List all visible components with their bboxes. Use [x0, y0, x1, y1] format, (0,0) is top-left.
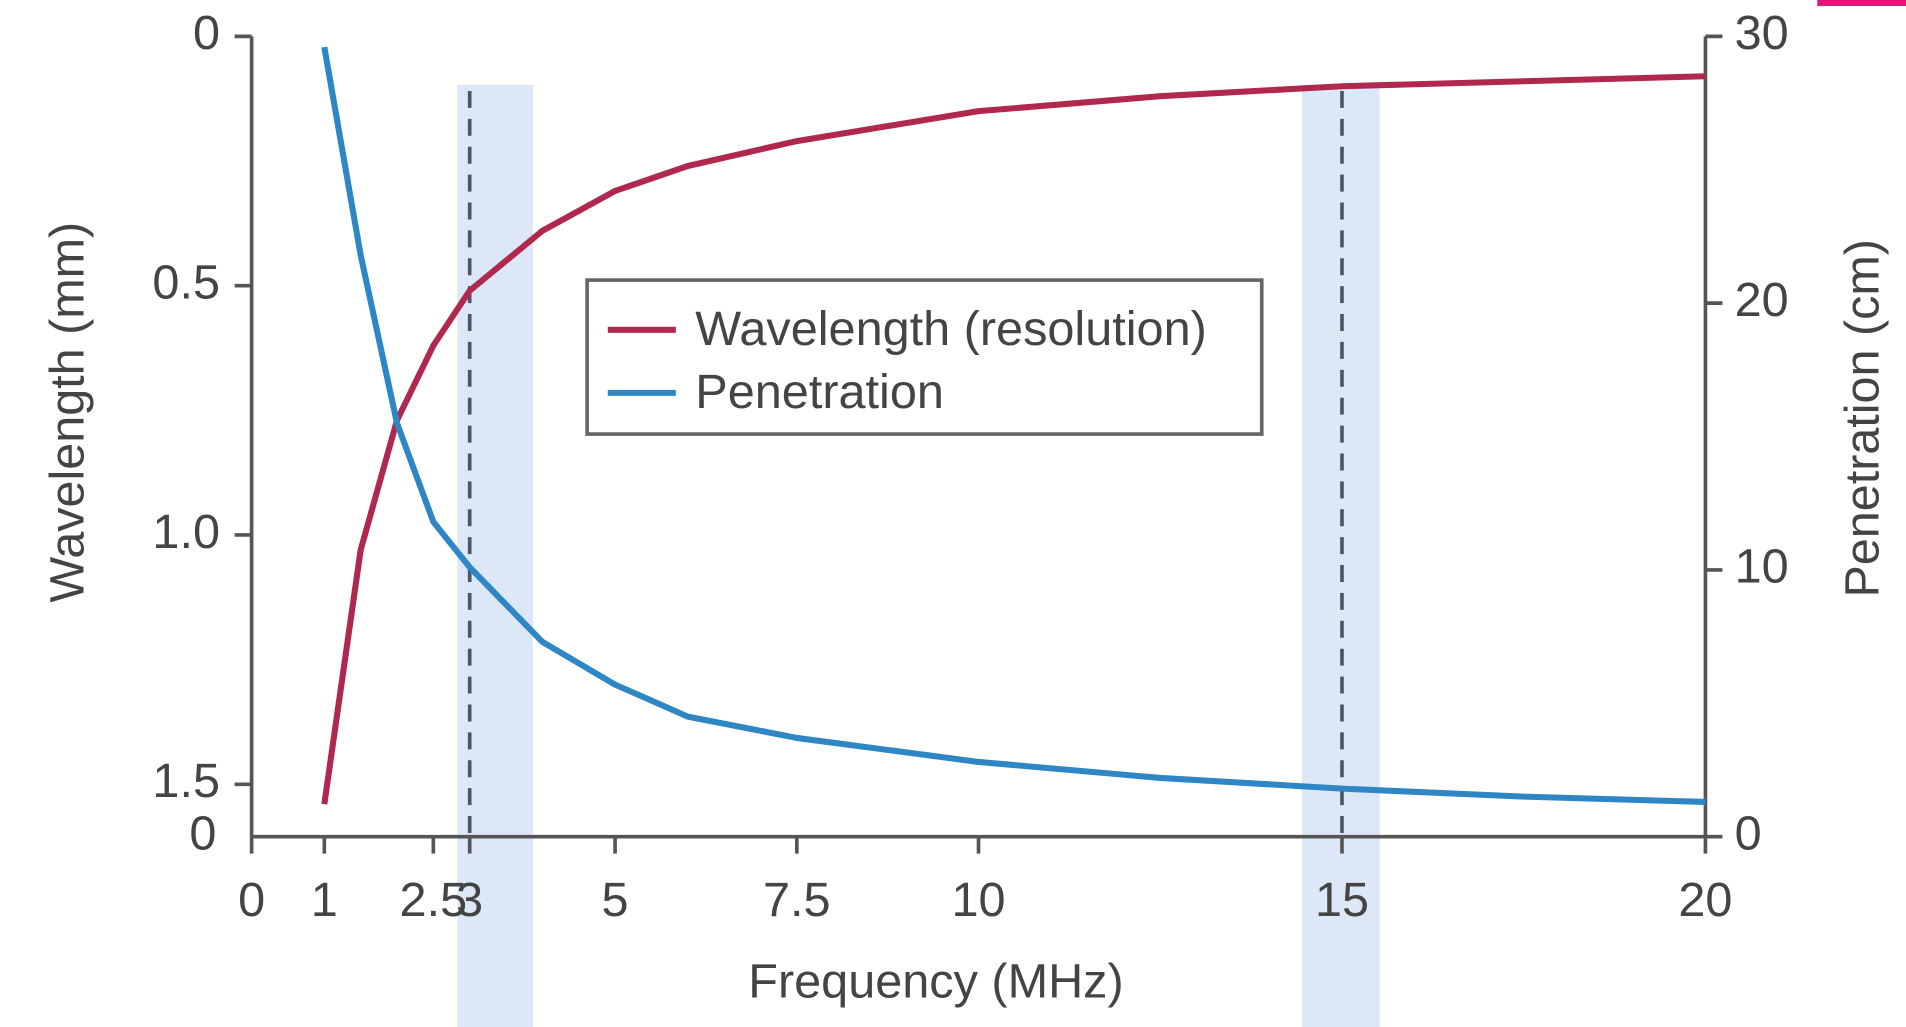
- y-tick-label: 0.5: [152, 256, 220, 310]
- x-tick-label: 1: [311, 873, 338, 927]
- y-origin-label: 0: [189, 807, 216, 861]
- bands: [457, 84, 1380, 1027]
- x-tick-label: 0: [238, 873, 265, 927]
- y-axis-title: Wavelength (mm): [40, 222, 94, 603]
- x-tick-label: 3: [456, 873, 483, 927]
- series-line: [321, 73, 1706, 805]
- x-tick-label: 7.5: [763, 873, 831, 927]
- y2-tick-label: 30: [1735, 6, 1789, 60]
- y2-tick-label: 0: [1735, 807, 1762, 861]
- legend-box: [585, 278, 1264, 436]
- x-tick-label: 10: [951, 873, 1005, 927]
- y-tick-label: 0: [193, 6, 220, 60]
- y-tick-label: 1.5: [152, 754, 220, 808]
- y2-tick-label: 10: [1735, 540, 1789, 594]
- x-tick-label: 5: [602, 873, 629, 927]
- legend: Wavelength (resolution) Penetration: [585, 278, 1264, 436]
- x-tick-label: 2.5: [400, 873, 468, 927]
- corner-accent: [1817, 0, 1906, 7]
- legend-label: Penetration: [695, 365, 944, 419]
- series-line: [321, 46, 1706, 805]
- legend-label: Wavelength (resolution): [695, 302, 1207, 356]
- x-axis-title: Frequency (MHz): [748, 954, 1123, 1008]
- x-tick-label: 15: [1315, 873, 1369, 927]
- y2-axis-title: Penetration (cm): [1836, 239, 1890, 597]
- x-tick-label: 20: [1678, 873, 1732, 927]
- y-tick-label: 1.0: [152, 505, 220, 559]
- y2-tick-label: 20: [1735, 273, 1789, 327]
